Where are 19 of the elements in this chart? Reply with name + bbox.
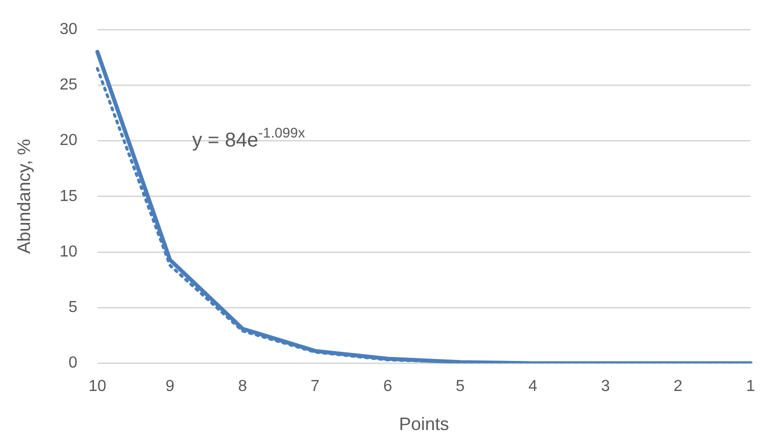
- x-tick-label: 2: [674, 378, 683, 396]
- y-tick-label: 5: [68, 299, 78, 316]
- x-tick-label: 5: [456, 378, 465, 396]
- x-tick-label: 7: [310, 378, 320, 396]
- x-tick-label: 10: [88, 378, 106, 396]
- x-tick-label: 3: [600, 378, 610, 396]
- y-tick-label: 15: [60, 188, 78, 205]
- y-tick-label: 10: [60, 243, 78, 260]
- y-tick-label: 25: [60, 76, 78, 94]
- x-tick-label: 6: [383, 378, 392, 396]
- y-tick-label: 0: [68, 354, 78, 372]
- x-tick-label: 9: [166, 378, 175, 396]
- x-tick-label: 4: [528, 378, 538, 396]
- x-tick-label: 1: [746, 378, 756, 396]
- y-tick-label: 30: [60, 21, 78, 38]
- y-axis-title: Abundancy, %: [14, 139, 34, 254]
- y-tick-label: 20: [60, 132, 78, 150]
- x-tick-label: 8: [238, 378, 248, 396]
- x-axis-title: Points: [398, 414, 449, 434]
